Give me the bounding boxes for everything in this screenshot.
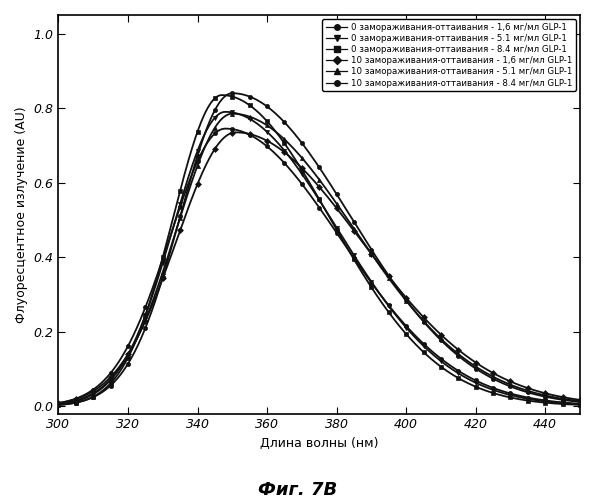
X-axis label: Длина волны (нм): Длина волны (нм)	[260, 437, 378, 450]
Text: Фиг. 7В: Фиг. 7В	[258, 481, 337, 499]
Legend: 0 замораживания-оттаивания - 1,6 мг/мл GLP-1, 0 замораживания-оттаивания - 5.1 м: 0 замораживания-оттаивания - 1,6 мг/мл G…	[322, 20, 576, 91]
Y-axis label: Флуоресцентное излучение (AU): Флуоресцентное излучение (AU)	[15, 106, 28, 322]
